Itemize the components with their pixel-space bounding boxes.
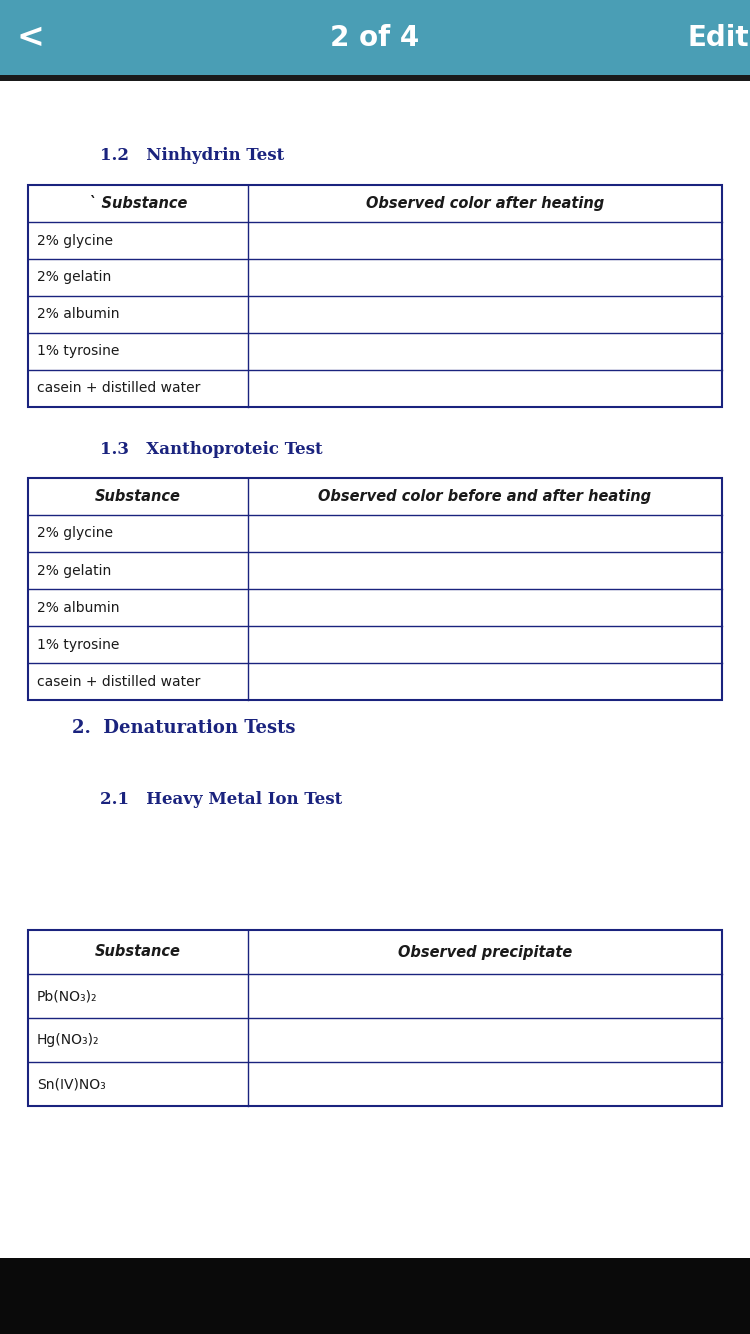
Bar: [28, 930, 722, 1106]
Text: 2% albumin: 2% albumin: [37, 600, 119, 615]
Bar: [28, 930, 722, 1106]
Text: 1% tyrosine: 1% tyrosine: [37, 638, 119, 651]
Bar: [28, 185, 722, 407]
Text: Hg(NO₃)₂: Hg(NO₃)₂: [37, 1033, 100, 1047]
Text: Observed precipitate: Observed precipitate: [398, 944, 572, 959]
Text: 1% tyrosine: 1% tyrosine: [37, 344, 119, 359]
Text: Edit: Edit: [687, 24, 748, 52]
Text: Sn(IV)NO₃: Sn(IV)NO₃: [37, 1077, 106, 1091]
Text: 2% gelatin: 2% gelatin: [37, 563, 111, 578]
Bar: [0, 0, 750, 75]
Bar: [28, 478, 722, 700]
Text: Substance: Substance: [95, 944, 181, 959]
Text: 2% albumin: 2% albumin: [37, 308, 119, 321]
Text: 2% gelatin: 2% gelatin: [37, 271, 111, 284]
Text: Observed color before and after heating: Observed color before and after heating: [319, 490, 652, 504]
Text: Pb(NO₃)₂: Pb(NO₃)₂: [37, 988, 98, 1003]
Text: 1.3   Xanthoproteic Test: 1.3 Xanthoproteic Test: [100, 442, 322, 459]
Text: casein + distilled water: casein + distilled water: [37, 675, 200, 688]
Text: 2.1   Heavy Metal Ion Test: 2.1 Heavy Metal Ion Test: [100, 791, 342, 808]
Text: 2% glycine: 2% glycine: [37, 233, 113, 248]
Bar: [28, 478, 722, 700]
Bar: [0, 75, 750, 81]
Text: Substance: Substance: [95, 490, 181, 504]
Text: 1.2   Ninhydrin Test: 1.2 Ninhydrin Test: [100, 147, 284, 164]
Text: 2% glycine: 2% glycine: [37, 527, 113, 540]
Text: <: <: [16, 21, 44, 53]
Text: casein + distilled water: casein + distilled water: [37, 382, 200, 395]
Text: Observed color after heating: Observed color after heating: [366, 196, 604, 211]
Text: 2 of 4: 2 of 4: [330, 24, 420, 52]
Bar: [0, 1258, 750, 1334]
Bar: [28, 185, 722, 407]
Text: 2.  Denaturation Tests: 2. Denaturation Tests: [72, 719, 296, 736]
Text: ` Substance: ` Substance: [88, 196, 188, 211]
